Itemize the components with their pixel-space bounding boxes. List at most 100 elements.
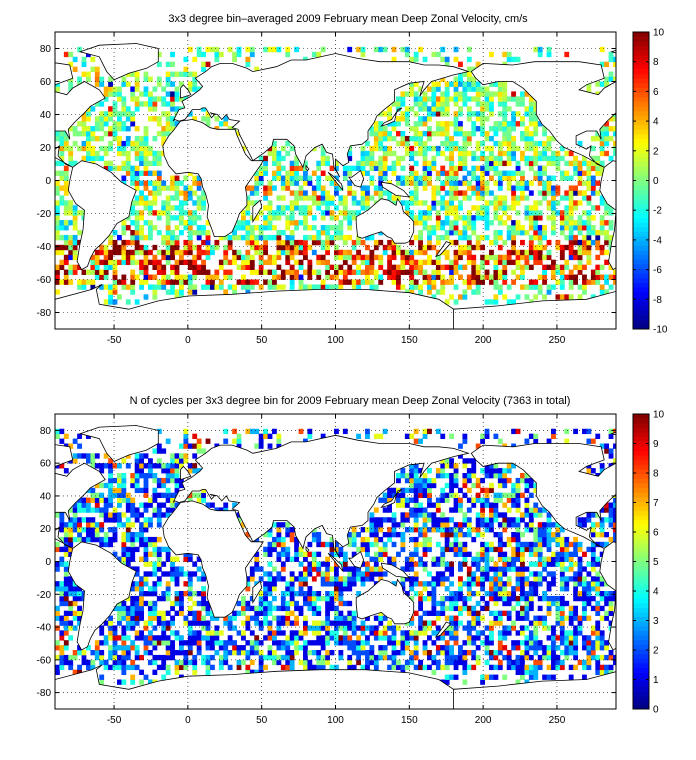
bin-cell [303, 630, 308, 636]
bin-cell [418, 269, 423, 275]
bin-cell [458, 659, 463, 666]
bin-cell [276, 536, 282, 543]
bin-cell [484, 640, 490, 646]
bin-cell [236, 220, 242, 226]
bin-cell [418, 145, 423, 152]
bin-cell [294, 155, 299, 162]
bin-cell [489, 502, 494, 508]
bin-cell [280, 284, 286, 290]
bin-cell [276, 605, 282, 612]
bin-cell [453, 625, 459, 631]
bin-cell [329, 566, 335, 572]
bin-cell [329, 551, 335, 557]
bin-cell [559, 294, 565, 300]
bin-cell [413, 135, 419, 142]
bin-cell [258, 595, 264, 602]
bin-cell [604, 205, 610, 211]
colorbar-segment [633, 226, 649, 232]
bin-cell [475, 561, 481, 567]
bin-cell [156, 458, 162, 464]
bin-cell [179, 210, 184, 216]
bin-cell [245, 249, 251, 256]
bin-cell [143, 556, 149, 562]
bin-cell [245, 225, 251, 231]
bin-cell [409, 150, 415, 157]
bin-cell [497, 155, 503, 162]
bin-cell [396, 96, 401, 102]
bin-cell [223, 428, 229, 435]
bin-cell [148, 615, 153, 621]
bin-cell [90, 497, 96, 503]
bin-cell [170, 497, 175, 503]
bin-cell [117, 463, 122, 469]
bin-cell [409, 249, 415, 256]
bin-cell [165, 438, 171, 444]
bin-cell [475, 101, 481, 107]
bin-cell [493, 654, 499, 661]
bin-cell [81, 536, 87, 543]
bin-cell [214, 239, 220, 246]
bin-cell [515, 145, 521, 152]
bin-cell [506, 140, 512, 147]
bin-cell [161, 185, 167, 191]
bin-cell [125, 81, 131, 87]
bin-cell [285, 645, 291, 651]
bin-cell [161, 659, 167, 666]
bin-cell [351, 200, 357, 206]
colorbar-segment [633, 222, 649, 228]
bin-cell [484, 86, 490, 92]
bin-cell [453, 605, 459, 612]
bin-cell [387, 254, 392, 261]
bin-cell [285, 269, 291, 275]
bin-cell [520, 274, 525, 280]
bin-cell [68, 536, 74, 543]
bin-cell [391, 160, 397, 167]
bin-cell [427, 664, 432, 671]
bin-cell [351, 615, 357, 621]
bin-cell [351, 566, 357, 572]
bin-cell [161, 210, 167, 216]
bin-cell [196, 175, 202, 181]
bin-cell [613, 131, 616, 137]
bin-cell [152, 635, 158, 641]
bin-cell [130, 473, 136, 479]
bin-cell [130, 71, 136, 77]
bin-cell [148, 274, 153, 280]
bin-cell [280, 645, 286, 651]
bin-cell [422, 160, 428, 167]
bin-cell [130, 230, 136, 236]
bin-cell [187, 284, 193, 290]
bin-cell [489, 160, 494, 167]
bin-cell [174, 279, 180, 285]
bin-cell [568, 239, 574, 246]
bin-cell [453, 468, 459, 474]
bin-cell [590, 205, 596, 211]
bin-cell [311, 195, 317, 201]
bin-cell [303, 239, 308, 246]
bin-cell [520, 175, 525, 181]
bin-cell [365, 650, 370, 656]
bin-cell [427, 610, 432, 616]
bin-cell [161, 180, 167, 186]
bin-cell [174, 487, 180, 494]
bin-cell [342, 259, 348, 266]
bin-cell [267, 225, 273, 231]
bin-cell [77, 669, 82, 675]
bin-cell [86, 71, 91, 77]
bin-cell [103, 463, 109, 469]
bin-cell [232, 249, 237, 256]
bin-cell [369, 541, 375, 548]
bin-cell [449, 615, 455, 621]
bin-cell [72, 239, 78, 246]
colorbar-segment [633, 55, 649, 61]
bin-cell [480, 121, 486, 127]
bin-cell [99, 135, 105, 142]
bin-cell [174, 473, 180, 479]
bin-cell [400, 135, 406, 142]
bin-cell [143, 259, 149, 266]
bin-cell [152, 541, 158, 548]
bin-cell [55, 220, 60, 226]
x-tick-label: 200 [475, 335, 492, 346]
bin-cell [148, 571, 153, 577]
bin-cell [360, 150, 366, 157]
